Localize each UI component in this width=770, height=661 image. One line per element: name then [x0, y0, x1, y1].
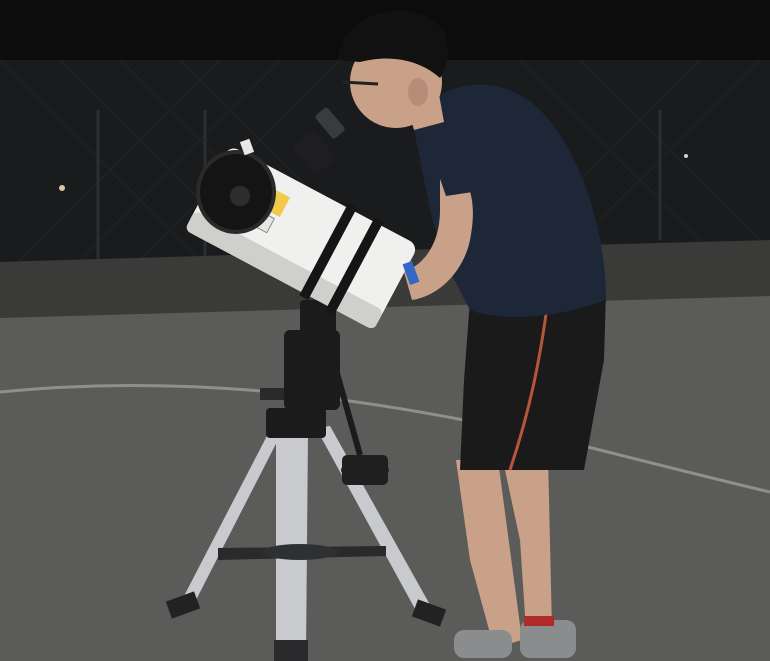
person	[338, 10, 606, 658]
equatorial-mount	[260, 300, 363, 456]
tripod	[165, 408, 447, 661]
eyepiece	[293, 107, 345, 175]
